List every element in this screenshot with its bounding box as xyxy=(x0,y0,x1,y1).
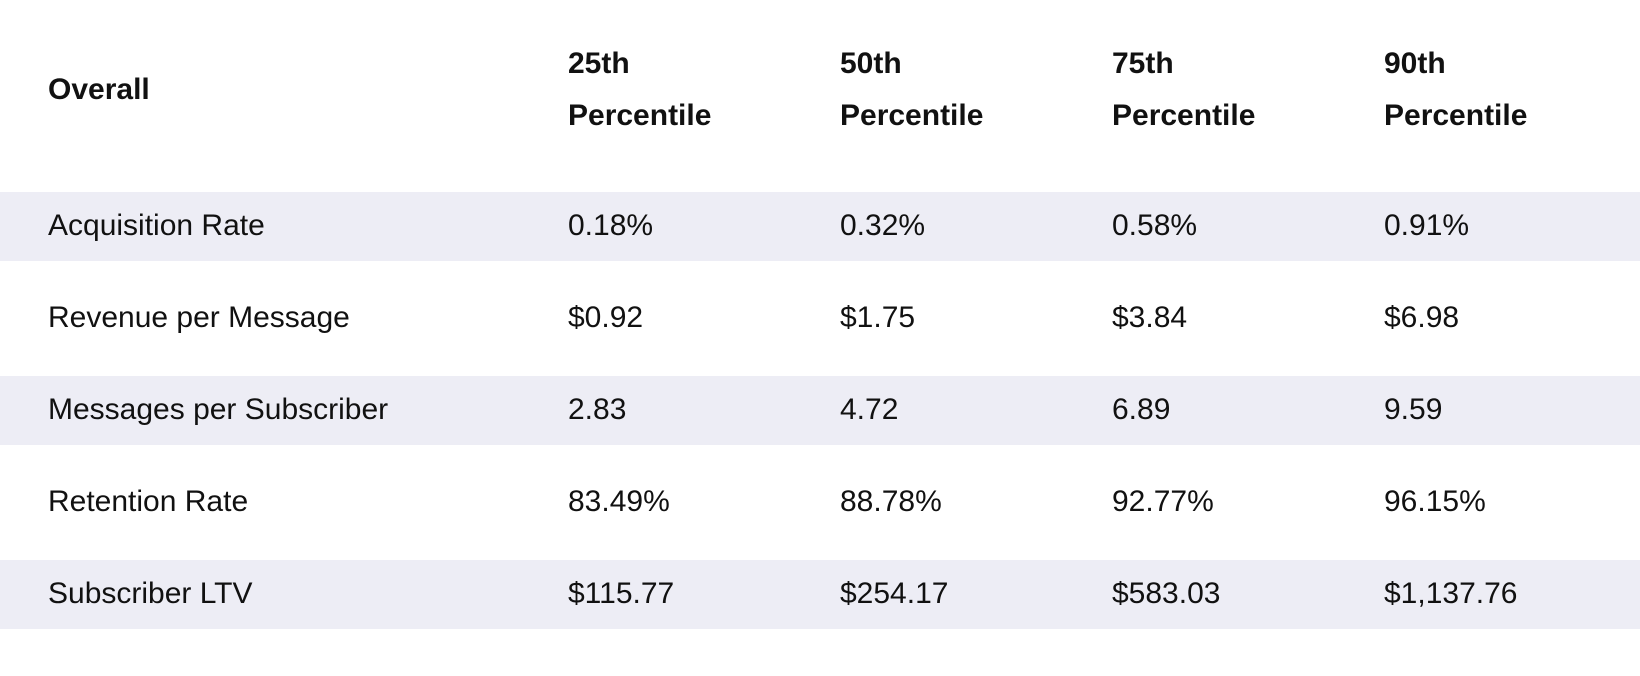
header-cell: 90th Percentile xyxy=(1384,47,1528,132)
value-cell: 9.59 xyxy=(1384,393,1443,426)
value-cell: $254.17 xyxy=(840,577,949,610)
value-cell: 0.32% xyxy=(840,209,926,242)
value-cell: 92.77% xyxy=(1112,485,1214,518)
row-shading xyxy=(0,560,1640,629)
value-cell: 4.72 xyxy=(840,393,899,426)
value-cell: $583.03 xyxy=(1112,577,1221,610)
row-label: Subscriber LTV xyxy=(48,577,253,610)
value-cell: 0.91% xyxy=(1384,209,1470,242)
row-shading xyxy=(0,376,1640,445)
value-cell: 0.58% xyxy=(1112,209,1198,242)
value-cell: $6.98 xyxy=(1384,301,1460,334)
value-cell: $3.84 xyxy=(1112,301,1188,334)
value-cell: 96.15% xyxy=(1384,485,1486,518)
header-cell: 50th Percentile xyxy=(840,47,984,132)
value-cell: $1.75 xyxy=(840,301,916,334)
table-row: Messages per Subscriber 2.83 4.72 6.89 9.59 xyxy=(0,364,1640,456)
value-cell: 0.18% xyxy=(568,209,654,242)
header-cell: 75th Percentile xyxy=(1112,47,1256,132)
table-row: Subscriber LTV $115.77 $254.17 $583.03 $1,13… xyxy=(0,548,1640,640)
header-cell: 25th Percentile xyxy=(568,47,712,132)
value-cell: $1,137.76 xyxy=(1384,577,1518,610)
row-label: Retention Rate xyxy=(48,485,249,518)
row-label: Acquisition Rate xyxy=(48,209,265,242)
header-cell: Overall xyxy=(48,73,150,106)
value-cell: 88.78% xyxy=(840,485,942,518)
table-row: Acquisition Rate 0.18% 0.32% 0.58% 0.91% xyxy=(0,180,1640,272)
value-cell: 83.49% xyxy=(568,485,670,518)
value-cell: $115.77 xyxy=(568,577,675,610)
row-label: Messages per Subscriber xyxy=(48,393,389,426)
table-row: Retention Rate 83.49% 88.78% 92.77% 96.15% xyxy=(0,456,1640,548)
row-label: Revenue per Message xyxy=(48,301,350,334)
value-cell: 6.89 xyxy=(1112,393,1171,426)
value-cell: $0.92 xyxy=(568,301,644,334)
header-row: Overall 25th Percentile 50th Percentile … xyxy=(0,0,1640,180)
value-cell: 2.83 xyxy=(568,393,627,426)
table-row: Revenue per Message $0.92 $1.75 $3.84 $6.98 xyxy=(0,272,1640,364)
row-shading xyxy=(0,192,1640,261)
